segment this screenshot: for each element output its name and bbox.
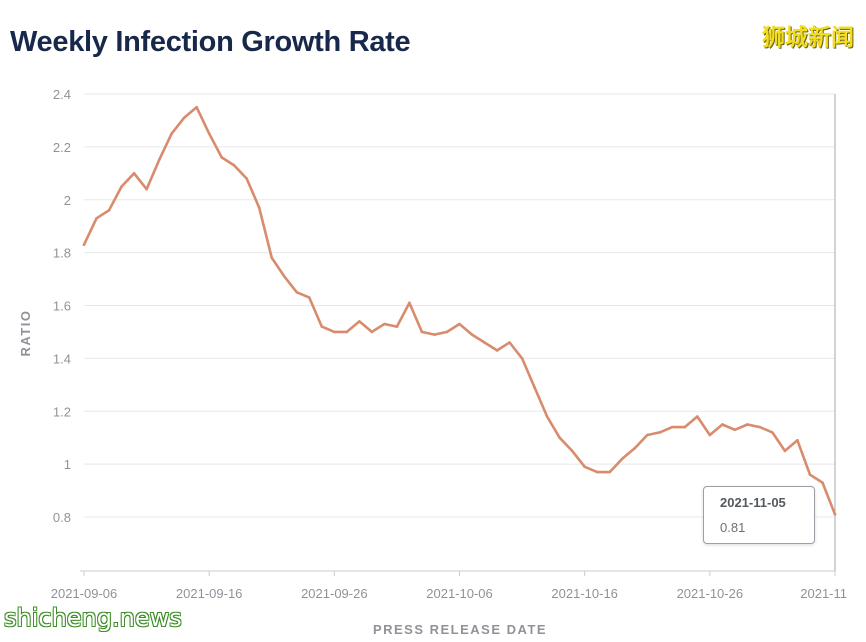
data-point	[195, 105, 198, 109]
y-tick-label: 1.2	[53, 404, 71, 419]
y-tick-label: 1	[64, 457, 71, 472]
data-point	[370, 330, 374, 334]
data-point	[670, 425, 674, 429]
data-point	[545, 415, 549, 418]
data-point	[358, 320, 361, 323]
x-tick-label: 2021-10-26	[677, 586, 744, 601]
data-point	[821, 481, 824, 484]
data-point	[495, 349, 499, 352]
data-point	[395, 325, 399, 328]
x-tick-label: 2021-09-26	[301, 586, 368, 601]
y-tick-label: 0.8	[53, 510, 71, 525]
data-point	[508, 341, 511, 344]
x-axis-title: PRESS RELEASE DATE	[373, 622, 547, 637]
data-point	[570, 449, 574, 453]
data-point	[157, 158, 161, 162]
data-point	[345, 330, 349, 334]
data-point	[708, 433, 712, 437]
x-tick-label: 2021-11	[800, 586, 847, 601]
data-point	[182, 116, 186, 120]
x-tick-label: 2021-09-16	[176, 586, 243, 601]
data-point	[808, 473, 812, 477]
data-point	[620, 457, 624, 461]
axes	[80, 94, 836, 576]
data-point	[308, 296, 311, 299]
y-tick-label: 2	[64, 193, 71, 208]
brand-logo-text: 狮城新闻	[762, 25, 854, 51]
data-point	[771, 431, 774, 434]
y-axis-title: RATIO	[18, 310, 33, 357]
data-point	[696, 415, 699, 418]
x-tick-labels: 2021-09-06 2021-09-16 2021-09-26 2021-10-06…	[51, 586, 847, 601]
data-point	[245, 177, 249, 180]
data-point	[458, 322, 461, 326]
tooltip-date: 2021-11-05	[720, 495, 786, 510]
y-tick-label: 1.6	[53, 299, 71, 314]
data-point	[232, 164, 236, 167]
x-tick-label: 2021-10-16	[551, 586, 618, 601]
data-point	[433, 333, 436, 336]
data-point	[95, 216, 98, 220]
data-point	[383, 322, 386, 326]
data-point	[583, 465, 586, 469]
data-point	[645, 433, 649, 437]
data-point	[758, 425, 762, 429]
series-line	[82, 105, 837, 516]
data-point	[558, 436, 561, 439]
y-tick-label: 1.4	[53, 351, 71, 366]
data-point	[721, 423, 724, 426]
data-point	[170, 132, 173, 135]
data-point	[282, 275, 286, 278]
data-point	[408, 301, 411, 305]
chart-title: Weekly Infection Growth Rate	[10, 26, 411, 58]
data-point	[796, 439, 799, 442]
data-point	[683, 425, 687, 429]
x-tick-label: 2021-09-06	[51, 586, 118, 601]
data-point	[220, 156, 223, 159]
data-point	[333, 330, 336, 334]
data-point	[107, 209, 111, 212]
data-point	[207, 132, 211, 135]
data-point	[145, 187, 148, 191]
grid-lines	[84, 93, 835, 518]
y-tick-label: 2.2	[53, 140, 71, 155]
data-point	[658, 431, 662, 434]
data-point	[608, 470, 611, 474]
data-point	[132, 172, 136, 175]
y-tick-label: 1.8	[53, 246, 71, 261]
data-point	[733, 428, 737, 432]
data-point	[320, 325, 324, 328]
data-point	[520, 357, 524, 360]
tooltip-value: 0.81	[720, 520, 746, 535]
data-point	[445, 330, 449, 334]
data-point	[483, 341, 486, 344]
data-point	[295, 290, 299, 294]
x-tick-label: 2021-10-06	[426, 586, 493, 601]
y-tick-label: 2.4	[53, 87, 71, 102]
data-point	[833, 513, 837, 516]
data-point	[533, 386, 536, 389]
hover-tooltip: 2021-11-05 0.81	[703, 486, 815, 544]
data-point	[595, 470, 599, 474]
data-point	[783, 449, 787, 453]
site-watermark: shicheng.news	[4, 604, 182, 632]
series-layer	[82, 105, 837, 516]
data-point	[82, 243, 86, 246]
data-point	[633, 446, 637, 450]
data-point	[120, 185, 123, 188]
y-tick-labels: 0.8 1 1.2 1.4 1.6 1.8 2 2.2 2.4	[53, 87, 71, 525]
data-point	[257, 206, 261, 209]
data-point	[746, 423, 749, 426]
data-point	[270, 256, 274, 260]
data-points	[82, 105, 837, 516]
data-point	[470, 333, 474, 336]
data-point	[420, 330, 424, 334]
